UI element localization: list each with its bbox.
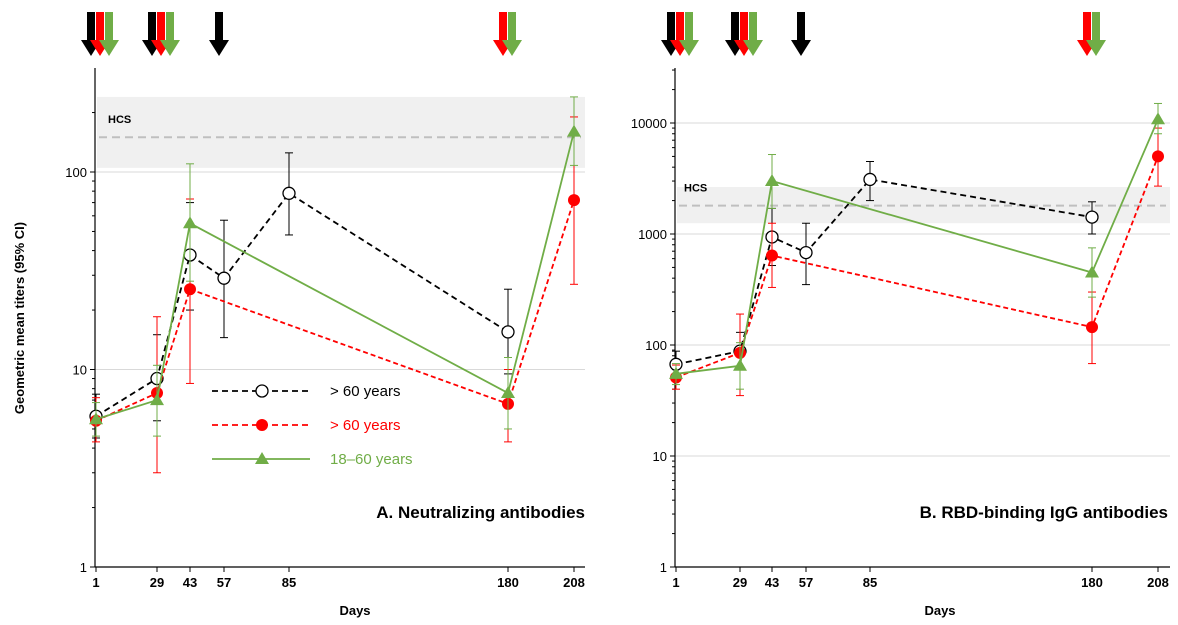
data-point bbox=[766, 249, 778, 262]
y-axis-title: Geometric mean titers (95% CI) bbox=[12, 222, 27, 414]
data-point bbox=[184, 283, 196, 296]
data-point bbox=[669, 366, 683, 379]
y-tick-label: 1000 bbox=[638, 227, 667, 242]
x-tick-label: 180 bbox=[1081, 575, 1103, 590]
legend-marker bbox=[255, 384, 269, 398]
dose-arrow-black bbox=[791, 12, 811, 56]
data-point bbox=[501, 325, 515, 339]
panel-title: A. Neutralizing antibodies bbox=[376, 503, 585, 522]
data-point bbox=[1085, 210, 1099, 224]
data-point bbox=[733, 358, 747, 371]
hcs-label: HCS bbox=[684, 183, 707, 195]
x-tick-label: 43 bbox=[765, 575, 779, 590]
data-point bbox=[1152, 150, 1164, 163]
y-tick-label: 100 bbox=[65, 165, 87, 180]
series-line bbox=[95, 199, 575, 422]
panel-title: B. RBD-binding IgG antibodies bbox=[920, 503, 1168, 522]
x-tick-label: 29 bbox=[733, 575, 747, 590]
data-point bbox=[217, 271, 231, 285]
data-point bbox=[1086, 321, 1098, 334]
y-tick-label: 10 bbox=[73, 363, 87, 378]
x-tick-label: 1 bbox=[672, 575, 679, 590]
series-line bbox=[95, 131, 575, 421]
dose-arrow-green bbox=[502, 12, 522, 56]
data-point bbox=[1085, 265, 1099, 278]
x-tick-label: 208 bbox=[563, 575, 585, 590]
dose-arrow-green bbox=[160, 12, 180, 56]
series-line bbox=[95, 192, 509, 417]
series-line bbox=[675, 178, 1093, 366]
data-point bbox=[799, 245, 813, 260]
x-axis-title-a: Days bbox=[339, 603, 370, 618]
x-tick-label: 180 bbox=[497, 575, 519, 590]
x-tick-label: 29 bbox=[150, 575, 164, 590]
data-point bbox=[1151, 112, 1165, 125]
x-tick-label: 85 bbox=[282, 575, 296, 590]
x-tick-label: 57 bbox=[217, 575, 231, 590]
y-tick-label: 10000 bbox=[631, 116, 667, 131]
y-tick-label: 1 bbox=[80, 560, 87, 575]
data-point bbox=[765, 174, 779, 187]
data-point bbox=[282, 186, 296, 200]
hcs-band bbox=[97, 96, 585, 168]
dose-arrow-black bbox=[209, 12, 229, 56]
data-point bbox=[501, 386, 515, 399]
data-point bbox=[89, 412, 103, 425]
y-tick-label: 1 bbox=[660, 560, 667, 575]
x-axis-title-b: Days bbox=[924, 603, 955, 618]
x-tick-label: 43 bbox=[183, 575, 197, 590]
dose-arrow-green bbox=[1086, 12, 1106, 56]
legend-label: > 60 years bbox=[330, 383, 400, 400]
legend-marker bbox=[255, 452, 269, 464]
legend-marker bbox=[256, 419, 268, 431]
data-point bbox=[567, 124, 581, 137]
x-tick-label: 208 bbox=[1147, 575, 1169, 590]
x-tick-label: 1 bbox=[92, 575, 99, 590]
y-tick-label: 100 bbox=[645, 338, 667, 353]
x-tick-label: 57 bbox=[799, 575, 813, 590]
x-tick-label: 85 bbox=[863, 575, 877, 590]
hcs-label: HCS bbox=[108, 114, 131, 126]
dose-arrow-green bbox=[743, 12, 763, 56]
data-point bbox=[568, 194, 580, 207]
legend-label: > 60 years bbox=[330, 417, 400, 434]
series-line bbox=[675, 118, 1159, 375]
y-tick-label: 10 bbox=[653, 449, 667, 464]
dose-arrow-green bbox=[99, 12, 119, 56]
data-point bbox=[863, 172, 877, 187]
data-point bbox=[183, 216, 197, 229]
legend-label: 18–60 years bbox=[330, 451, 413, 468]
panel-rbd-igg: HCS 1 10 100 1000 10000 1 29 43 57 85 180 208 B. RBD-… bbox=[631, 12, 1170, 590]
dose-arrow-green bbox=[679, 12, 699, 56]
panel-neutralizing: HCS 1 10 100 1 29 43 57 85 180 208 A. Neutralizing … bbox=[65, 12, 585, 590]
data-point bbox=[150, 393, 164, 406]
